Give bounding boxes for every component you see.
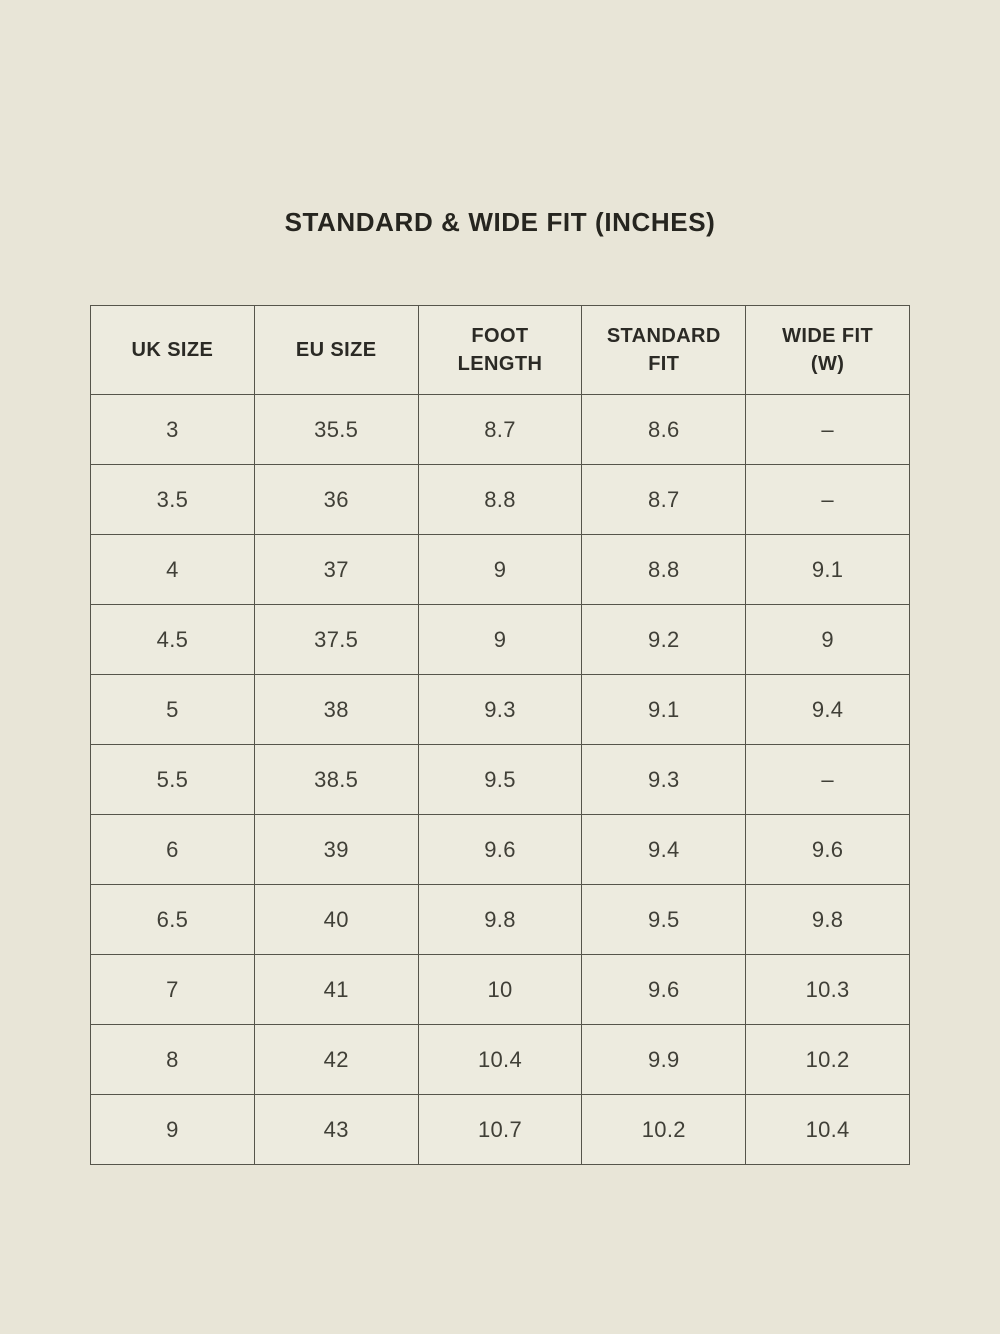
cell-uk-size: 5.5 <box>90 744 255 815</box>
cell-wide-fit: 9.6 <box>745 814 910 885</box>
cell-uk-size: 4.5 <box>90 604 255 675</box>
cell-wide-fit: 9 <box>745 604 910 675</box>
cell-uk-size: 3 <box>90 394 255 465</box>
cell-wide-fit: 10.3 <box>745 954 910 1025</box>
table-row: 6 39 9.6 9.4 9.6 <box>90 814 910 885</box>
column-header-eu-size: EU SIZE <box>253 305 419 395</box>
table-row: 7 41 10 9.6 10.3 <box>90 954 910 1025</box>
cell-standard-fit: 9.4 <box>581 814 747 885</box>
cell-eu-size: 41 <box>253 954 419 1025</box>
cell-uk-size: 3.5 <box>90 464 255 535</box>
cell-uk-size: 6.5 <box>90 884 255 955</box>
cell-standard-fit: 8.8 <box>581 534 747 605</box>
cell-eu-size: 38.5 <box>253 744 419 815</box>
cell-standard-fit: 9.6 <box>581 954 747 1025</box>
table-row: 3 35.5 8.7 8.6 – <box>90 394 910 465</box>
cell-eu-size: 40 <box>253 884 419 955</box>
cell-wide-fit: 9.1 <box>745 534 910 605</box>
table-row: 9 43 10.7 10.2 10.4 <box>90 1094 910 1165</box>
cell-foot-length: 9 <box>417 534 583 605</box>
cell-standard-fit: 8.6 <box>581 394 747 465</box>
cell-standard-fit: 9.2 <box>581 604 747 675</box>
table-row: 8 42 10.4 9.9 10.2 <box>90 1024 910 1095</box>
cell-foot-length: 10.7 <box>417 1094 583 1165</box>
table-row: 5.5 38.5 9.5 9.3 – <box>90 744 910 815</box>
table-row: 4 37 9 8.8 9.1 <box>90 534 910 605</box>
cell-eu-size: 36 <box>253 464 419 535</box>
cell-foot-length: 8.7 <box>417 394 583 465</box>
cell-wide-fit: 9.4 <box>745 674 910 745</box>
cell-standard-fit: 10.2 <box>581 1094 747 1165</box>
cell-uk-size: 7 <box>90 954 255 1025</box>
cell-standard-fit: 8.7 <box>581 464 747 535</box>
cell-uk-size: 4 <box>90 534 255 605</box>
cell-eu-size: 39 <box>253 814 419 885</box>
cell-foot-length: 9.6 <box>417 814 583 885</box>
cell-uk-size: 9 <box>90 1094 255 1165</box>
column-header-foot-length: FOOT LENGTH <box>417 305 583 395</box>
table-row: 4.5 37.5 9 9.2 9 <box>90 604 910 675</box>
cell-uk-size: 6 <box>90 814 255 885</box>
cell-wide-fit: – <box>745 464 910 535</box>
column-header-standard-fit: STANDARD FIT <box>581 305 747 395</box>
cell-wide-fit: 10.4 <box>745 1094 910 1165</box>
cell-eu-size: 42 <box>253 1024 419 1095</box>
cell-standard-fit: 9.5 <box>581 884 747 955</box>
cell-foot-length: 9.3 <box>417 674 583 745</box>
cell-standard-fit: 9.3 <box>581 744 747 815</box>
column-header-wide-fit: WIDE FIT (W) <box>745 305 910 395</box>
table-row: 6.5 40 9.8 9.5 9.8 <box>90 884 910 955</box>
cell-wide-fit: – <box>745 744 910 815</box>
cell-foot-length: 8.8 <box>417 464 583 535</box>
cell-foot-length: 9.8 <box>417 884 583 955</box>
cell-eu-size: 43 <box>253 1094 419 1165</box>
page-title: STANDARD & WIDE FIT (INCHES) <box>284 207 716 237</box>
cell-eu-size: 37.5 <box>253 604 419 675</box>
cell-wide-fit: – <box>745 394 910 465</box>
cell-eu-size: 37 <box>253 534 419 605</box>
cell-foot-length: 10.4 <box>417 1024 583 1095</box>
size-chart-table: UK SIZE EU SIZE FOOT LENGTH STANDARD FIT… <box>90 305 910 1165</box>
header-row: UK SIZE EU SIZE FOOT LENGTH STANDARD FIT… <box>90 305 910 395</box>
table-row: 3.5 36 8.8 8.7 – <box>90 464 910 535</box>
cell-uk-size: 8 <box>90 1024 255 1095</box>
cell-standard-fit: 9.9 <box>581 1024 747 1095</box>
column-header-uk-size: UK SIZE <box>90 305 255 395</box>
cell-uk-size: 5 <box>90 674 255 745</box>
cell-eu-size: 35.5 <box>253 394 419 465</box>
cell-foot-length: 10 <box>417 954 583 1025</box>
cell-wide-fit: 9.8 <box>745 884 910 955</box>
cell-foot-length: 9.5 <box>417 744 583 815</box>
table-row: 5 38 9.3 9.1 9.4 <box>90 674 910 745</box>
cell-eu-size: 38 <box>253 674 419 745</box>
cell-standard-fit: 9.1 <box>581 674 747 745</box>
cell-foot-length: 9 <box>417 604 583 675</box>
cell-wide-fit: 10.2 <box>745 1024 910 1095</box>
